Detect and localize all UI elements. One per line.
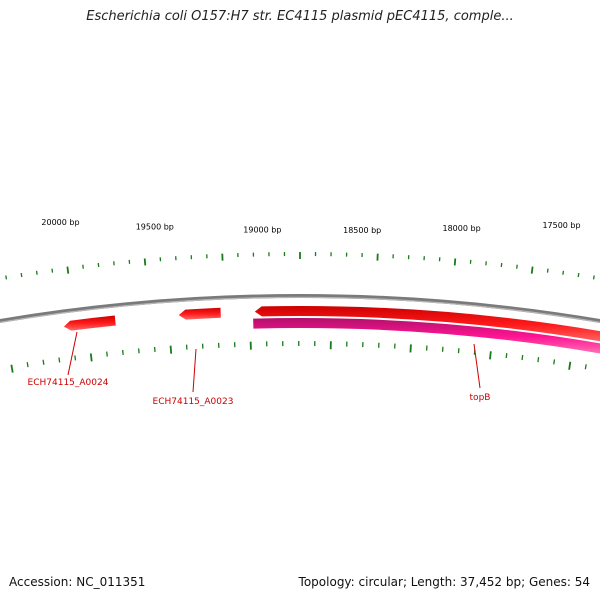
gene-label: ECH74115_A0023 [153,397,234,407]
inner-tick [106,351,108,357]
gene-ech74115-a0023 [178,307,221,320]
outer-tick [453,258,457,266]
outer-tick [592,275,595,280]
gene-topb [253,318,600,354]
inner-tick [74,355,77,361]
outer-tick [530,266,534,274]
outer-tick [143,258,147,266]
scale-label: 19500 bp [136,223,174,232]
outer-tick [5,275,8,280]
scale-label: 20000 bp [41,218,79,227]
gene-label-leaders [67,331,481,393]
scale-label: 17500 bp [542,221,580,230]
gene-forward-unlabeled [254,306,600,342]
inner-tick [505,353,508,359]
scale-label: 18000 bp [443,224,481,233]
outer-tick [562,270,565,275]
inner-tick [169,345,173,354]
inner-tick [584,364,587,370]
backbone-arc [0,294,600,324]
inner-tick [489,351,492,360]
outer-tick [66,266,70,274]
leader-line [67,331,78,376]
inner-tick [10,364,14,373]
inner-tick [42,359,45,365]
inner-tick [58,357,61,363]
genome-summary-text: Topology: circular; Length: 37,452 bp; G… [298,575,590,589]
gene-label: topB [470,393,491,403]
scale-label: 19000 bp [243,225,281,234]
scale-labels: 20000 bp 19500 bp 19000 bp 18500 bp 18000 bp… [41,218,580,235]
gene-labels: ECH74115_A0024 ECH74115_A0023 topB [28,378,491,407]
outer-tick [51,268,54,273]
inner-tick [521,355,524,361]
outer-tick [577,272,580,278]
inner-tick [409,344,412,353]
inner-tick [537,357,540,363]
page-title: Escherichia coli O157:H7 str. EC4115 pla… [86,9,514,24]
inner-tick [26,362,29,368]
gene-ech74115-a0024 [63,315,116,331]
leader-line [473,343,481,389]
backbone-highlight [0,296,600,323]
outer-tick [20,272,23,278]
plasmid-backbone [0,294,600,324]
inner-tick [568,361,572,370]
gene-track [63,306,600,354]
leader-line [192,348,197,393]
inner-tick-ring [10,340,587,373]
inner-tick [122,349,124,355]
accession-text: Accession: NC_011351 [9,575,146,589]
outer-tick [546,268,549,273]
outer-tick-ring [5,252,595,280]
inner-tick [89,353,93,362]
inner-tick [553,359,556,365]
outer-tick [35,270,38,275]
scale-label: 18500 bp [343,226,381,235]
gene-label: ECH74115_A0024 [28,378,109,388]
